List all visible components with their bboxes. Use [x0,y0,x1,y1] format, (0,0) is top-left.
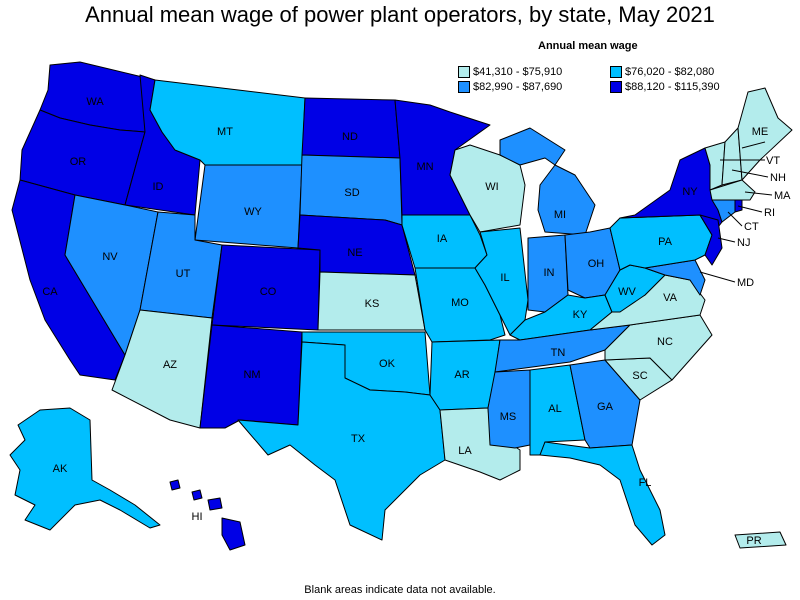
label-NJ: NJ [737,237,750,249]
legend-label-3: $82,990 - $87,690 [473,81,563,93]
label-IN: IN [544,267,555,279]
state-MI-lower[interactable] [537,164,596,236]
legend-item-4: $88,120 - $115,390 [610,81,720,93]
label-OK: OK [379,358,396,370]
label-GA: GA [597,401,614,413]
label-IA: IA [437,233,448,245]
label-HI: HI [192,511,203,523]
legend-label-1: $41,310 - $75,910 [473,66,563,78]
legend-label-4: $88,120 - $115,390 [625,81,720,93]
label-NC: NC [657,336,673,348]
label-AZ: AZ [163,359,177,371]
label-PA: PA [658,236,673,248]
label-AK: AK [53,463,68,475]
label-MS: MS [500,411,517,423]
label-WY: WY [244,206,262,218]
label-AR: AR [454,369,469,381]
legend-swatch-4 [610,81,622,93]
label-MI: MI [554,209,566,221]
state-WI[interactable] [449,144,526,233]
label-AL: AL [548,403,561,415]
label-MT: MT [217,126,233,138]
label-UT: UT [176,268,191,280]
label-SD: SD [344,187,359,199]
legend-swatch-1 [458,66,470,78]
label-IL: IL [500,272,509,284]
label-OH: OH [588,258,605,270]
state-HI-islands-a[interactable] [191,489,203,501]
state-IL[interactable] [474,227,529,336]
label-NV: NV [102,251,118,263]
label-NH: NH [770,172,786,184]
state-ME[interactable] [737,87,793,181]
state-MS[interactable] [487,369,531,449]
legend-label-2: $76,020 - $82,080 [625,66,715,78]
label-LA: LA [458,445,472,457]
legend-item-3: $82,990 - $87,690 [458,81,562,93]
label-MO: MO [451,297,469,309]
label-PR: PR [746,535,761,547]
state-HI[interactable] [221,517,246,551]
label-MA: MA [774,190,791,202]
label-WA: WA [86,96,104,108]
state-CT[interactable] [711,199,736,223]
state-TX[interactable] [237,341,446,541]
legend-swatch-3 [458,81,470,93]
state-NJ[interactable] [699,214,723,266]
label-CT: CT [744,221,759,233]
label-ND: ND [342,131,358,143]
label-KY: KY [573,309,588,321]
footnote: Blank areas indicate data not available. [304,584,496,596]
label-NM: NM [243,369,260,381]
label-KS: KS [365,298,380,310]
label-CO: CO [260,286,277,298]
label-SC: SC [632,370,647,382]
label-RI: RI [764,207,775,219]
state-FL[interactable] [539,441,666,546]
label-ME: ME [752,126,769,138]
label-FL: FL [639,477,652,489]
label-WV: WV [618,286,636,298]
map-title: Annual mean wage of power plant operator… [85,2,715,27]
legend-title: Annual mean wage [538,40,638,52]
label-TX: TX [351,433,366,445]
state-VT[interactable] [704,141,726,191]
label-ID: ID [153,181,164,193]
label-WI: WI [485,181,498,193]
state-AZ[interactable] [111,309,213,429]
label-TN: TN [551,347,566,359]
legend-item-1: $41,310 - $75,910 [458,66,562,78]
label-VT: VT [766,155,780,167]
label-MN: MN [416,161,433,173]
legend-item-2: $76,020 - $82,080 [610,66,714,78]
label-MD: MD [737,277,754,289]
state-HI-islands-b[interactable] [207,497,223,511]
state-ND[interactable] [301,97,401,159]
label-NE: NE [347,247,362,259]
legend-swatch-2 [610,66,622,78]
state-PR[interactable] [734,531,787,549]
label-NY: NY [682,186,698,198]
state-HI-islands-c[interactable] [169,479,181,491]
label-CA: CA [42,286,58,298]
state-MI[interactable] [499,127,566,166]
state-AK[interactable] [9,407,161,531]
label-OR: OR [70,156,87,168]
label-VA: VA [663,292,678,304]
